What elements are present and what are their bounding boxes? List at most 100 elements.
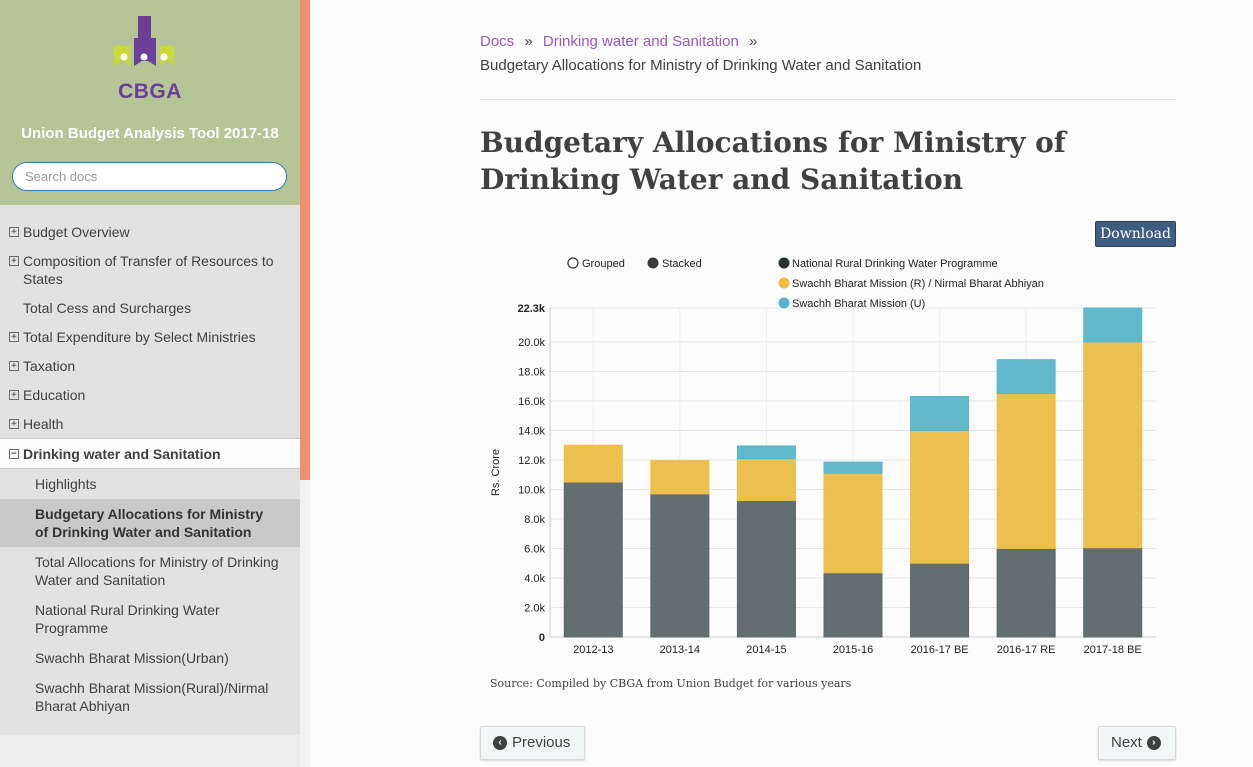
bar-segment — [996, 359, 1056, 395]
y-tick-label: 8.0k — [524, 514, 545, 526]
logo-text: CBGA — [118, 80, 182, 103]
y-axis-label: Rs. Crore — [490, 449, 502, 496]
sidebar-item-label: Taxation — [23, 358, 76, 374]
sidebar-item-label: Education — [23, 387, 86, 403]
stacked-radio-icon — [647, 257, 659, 269]
page-title: Budgetary Allocations for Ministry of Dr… — [480, 126, 1066, 196]
sidebar-subitem-highlights[interactable]: Highlights — [0, 469, 300, 499]
bar-segment — [910, 562, 970, 638]
bar-segment — [1083, 547, 1143, 638]
x-tick-label: 2012-13 — [573, 644, 613, 656]
legend-label: National Rural Drinking Water Programme — [792, 258, 998, 270]
bar-segment — [736, 457, 796, 502]
y-tick-label: 22.3k — [517, 303, 545, 315]
sidebar-subitem-total-allocations[interactable]: Total Allocations for Ministry of Drinki… — [0, 547, 300, 595]
y-tick-label: 0 — [539, 632, 545, 644]
breadcrumb-separator: » — [749, 33, 758, 50]
sidebar-item-label: Budget Overview — [23, 224, 130, 240]
expand-icon[interactable]: + — [9, 419, 19, 429]
y-tick-label: 16.0k — [518, 396, 545, 408]
expand-icon[interactable]: + — [9, 227, 19, 237]
bar-segment — [563, 444, 623, 483]
sidebar-item-composition-transfer[interactable]: + Composition of Transfer of Resources to… — [0, 246, 300, 293]
y-tick-label: 6.0k — [524, 543, 545, 555]
sidebar-subitem-nrdwp[interactable]: National Rural Drinking Water Programme — [0, 595, 300, 643]
bar-segment — [736, 500, 796, 638]
expand-icon[interactable]: + — [9, 390, 19, 400]
collapse-icon[interactable]: − — [9, 449, 19, 459]
legend-marker — [778, 257, 790, 269]
sidebar-item-drinking-water[interactable]: − Drinking water and Sanitation — [0, 438, 300, 469]
x-tick-label: 2016-17 RE — [997, 644, 1056, 656]
sidebar-scrollbar[interactable] — [300, 0, 310, 767]
sidebar-header: CBGA Union Budget Analysis Tool 2017-18 — [0, 0, 300, 205]
breadcrumb: Docs » Drinking water and Sanitation » B… — [480, 30, 1176, 78]
bar-segment — [563, 481, 623, 638]
breadcrumb-current: Budgetary Allocations for Ministry of Dr… — [480, 57, 922, 74]
previous-button[interactable]: ‹ Previous — [480, 726, 585, 760]
bar-segment — [910, 396, 970, 431]
sidebar-subitem-budgetary-allocations[interactable]: Budgetary Allocations for Ministry of Dr… — [0, 499, 300, 547]
next-label: Next — [1111, 734, 1142, 751]
grouped-radio-icon — [567, 257, 579, 269]
breadcrumb-docs-link[interactable]: Docs — [480, 33, 515, 50]
expand-icon[interactable]: + — [9, 256, 19, 266]
sidebar-item-expenditure-ministries[interactable]: + Total Expenditure by Select Ministries — [0, 322, 300, 351]
bar-segment — [1083, 341, 1143, 549]
sidebar-subitem-sbm-urban[interactable]: Swachh Bharat Mission(Urban) — [0, 643, 300, 673]
bar-segment — [823, 572, 883, 638]
legend-label: Swachh Bharat Mission (U) — [792, 298, 925, 310]
stacked-bar-chart: 0 2.0k 4.0k 6.0k 8.0k 10.0k 12.0k 14.0k 16.0k 18.… — [490, 257, 1156, 656]
legend-marker — [778, 277, 790, 289]
y-tick-label: 14.0k — [518, 425, 545, 437]
sidebar-footer — [0, 735, 300, 767]
bar-segment — [910, 429, 970, 564]
expand-icon[interactable]: + — [9, 361, 19, 371]
y-tick-label: 12.0k — [518, 455, 545, 467]
project-title[interactable]: Union Budget Analysis Tool 2017-18 — [21, 125, 279, 142]
sidebar-item-taxation[interactable]: + Taxation — [0, 351, 300, 380]
x-tick-label: 2016-17 BE — [911, 644, 969, 656]
sidebar-item-cess-surcharges[interactable]: Total Cess and Surcharges — [0, 293, 300, 322]
search-input[interactable] — [12, 162, 287, 191]
x-tick-label: 2014-15 — [746, 644, 786, 656]
legend-label: Swachh Bharat Mission (R) / Nirmal Bhara… — [792, 278, 1044, 290]
sidebar-item-budget-overview[interactable]: + Budget Overview — [0, 217, 300, 246]
x-tick-label: 2017-18 BE — [1084, 644, 1142, 656]
y-tick-label: 20.0k — [518, 337, 545, 349]
x-tick-label: 2015-16 — [833, 644, 873, 656]
sidebar-nav: + Budget Overview + Composition of Transfe… — [0, 217, 300, 735]
sidebar: CBGA Union Budget Analysis Tool 2017-18 … — [0, 0, 300, 767]
sidebar-item-label: Health — [23, 416, 64, 432]
bar-segment — [736, 445, 796, 459]
sidebar-item-label: Total Cess and Surcharges — [23, 300, 192, 316]
expand-icon[interactable]: + — [9, 332, 19, 342]
y-tick-label: 4.0k — [524, 573, 545, 585]
y-tick-label: 18.0k — [518, 366, 545, 378]
sidebar-item-label: Composition of Transfer of Resources to … — [23, 253, 274, 287]
cbga-logo[interactable] — [112, 16, 188, 104]
previous-label: Previous — [512, 734, 571, 751]
y-tick-label: 10.0k — [518, 484, 545, 496]
sidebar-subitem-sbm-rural[interactable]: Swachh Bharat Mission(Rural)/Nirmal Bhar… — [0, 673, 300, 721]
bar-segment — [823, 472, 883, 574]
scrollbar-thumb[interactable] — [300, 0, 310, 480]
bar-segment — [650, 460, 710, 495]
sidebar-item-label: Drinking water and Sanitation — [23, 446, 221, 462]
arrow-right-icon: › — [1146, 736, 1161, 750]
grouped-label: Grouped — [582, 258, 625, 270]
x-tick-label: 2013-14 — [660, 644, 700, 656]
source-note: Source: Compiled by CBGA from Union Budg… — [490, 677, 852, 690]
bar-segment — [823, 461, 883, 474]
breadcrumb-parent-link[interactable]: Drinking water and Sanitation — [542, 33, 739, 50]
breadcrumb-separator: » — [524, 33, 533, 50]
sidebar-item-health[interactable]: + Health — [0, 409, 300, 438]
download-button[interactable]: Download — [1095, 221, 1176, 247]
next-button[interactable]: Next › — [1098, 726, 1176, 760]
bar-segment — [1083, 307, 1143, 343]
arrow-left-icon: ‹ — [493, 736, 507, 750]
stacked-label: Stacked — [662, 258, 702, 270]
sidebar-item-education[interactable]: + Education — [0, 380, 300, 409]
bar-segment — [650, 493, 710, 638]
bar-segment — [996, 547, 1056, 638]
